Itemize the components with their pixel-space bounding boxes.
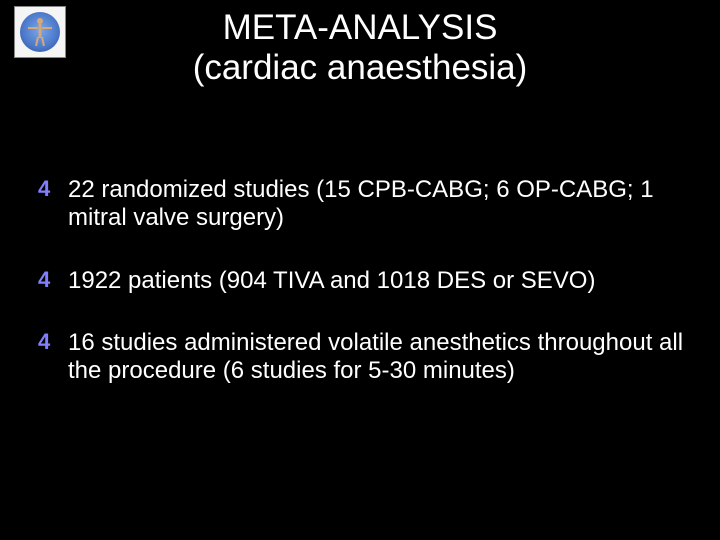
checkmark-icon — [38, 269, 56, 291]
bullet-text: 22 randomized studies (15 CPB-CABG; 6 OP… — [68, 176, 654, 231]
bullet-list: 22 randomized studies (15 CPB-CABG; 6 OP… — [38, 176, 690, 420]
slide: META-ANALYSIS (cardiac anaesthesia) 22 r… — [0, 0, 720, 540]
list-item: 16 studies administered volatile anesthe… — [38, 329, 690, 386]
title-line-1: META-ANALYSIS — [0, 8, 720, 48]
list-item: 22 randomized studies (15 CPB-CABG; 6 OP… — [38, 176, 690, 233]
checkmark-icon — [38, 331, 56, 353]
slide-title: META-ANALYSIS (cardiac anaesthesia) — [0, 8, 720, 89]
title-line-2: (cardiac anaesthesia) — [0, 48, 720, 88]
bullet-text: 16 studies administered volatile anesthe… — [68, 329, 683, 384]
checkmark-icon — [38, 178, 56, 200]
bullet-text: 1922 patients (904 TIVA and 1018 DES or … — [68, 267, 595, 294]
list-item: 1922 patients (904 TIVA and 1018 DES or … — [38, 267, 690, 295]
